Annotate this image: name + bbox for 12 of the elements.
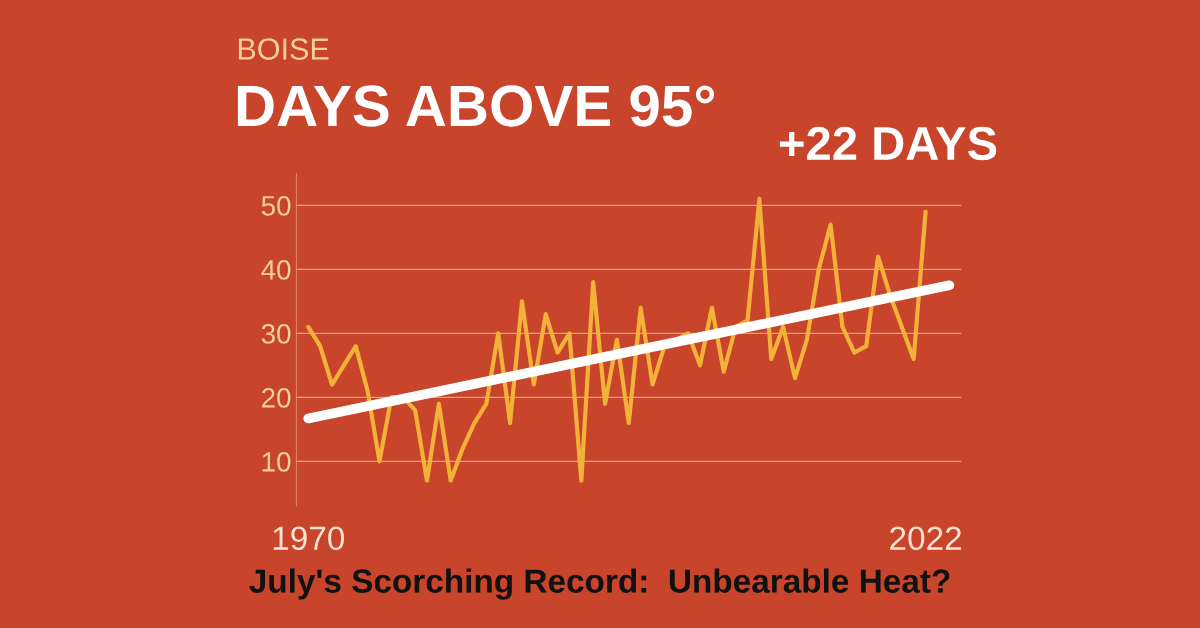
chart-title: DAYS ABOVE 95° xyxy=(237,85,715,127)
line-series xyxy=(306,196,928,483)
x-tick-label: 1970 xyxy=(273,526,345,551)
y-tick-label: 30 xyxy=(261,324,291,344)
y-tick-label: 20 xyxy=(262,388,291,408)
text: +22 DAYS xyxy=(779,126,997,161)
y-tick-label: 10 xyxy=(262,452,291,472)
chart-subtitle: BOISE xyxy=(238,38,329,60)
y-tick-label: 50 xyxy=(261,196,291,216)
text: July's Scorching Record: Unbearable Heat? xyxy=(249,568,950,600)
x-tick-label: 2022 xyxy=(890,526,961,551)
y-tick-label: 40 xyxy=(261,260,291,280)
